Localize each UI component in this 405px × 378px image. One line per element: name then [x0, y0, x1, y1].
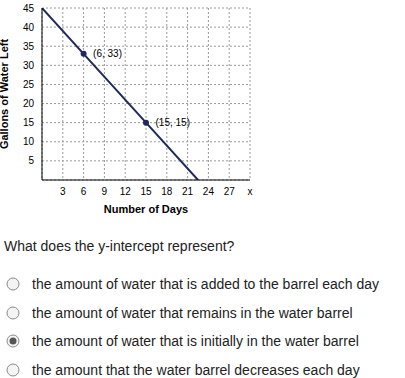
svg-text:9: 9 — [102, 186, 108, 197]
svg-text:25: 25 — [23, 79, 35, 90]
svg-text:15: 15 — [23, 117, 35, 128]
svg-text:45: 45 — [23, 3, 35, 14]
svg-text:(15, 15): (15, 15) — [156, 117, 190, 128]
html-text:the amount of water that is ad: the amount of water that is added to the… — [32, 276, 380, 292]
svg-text:21: 21 — [182, 186, 194, 197]
svg-text:5: 5 — [28, 155, 34, 166]
svg-text:18: 18 — [161, 186, 173, 197]
svg-text:Gallons of Water Left: Gallons of Water Left — [8, 39, 10, 150]
svg-text:x: x — [248, 186, 253, 197]
svg-text:30: 30 — [23, 60, 35, 71]
svg-text:3: 3 — [60, 186, 66, 197]
html-text:the amount of water that is in: the amount of water that is initially in… — [32, 333, 359, 349]
svg-text:6: 6 — [81, 186, 87, 197]
svg-text:24: 24 — [203, 186, 215, 197]
svg-text:20: 20 — [23, 98, 35, 109]
html-text:the amount that the water barr: the amount that the water barrel decreas… — [32, 361, 360, 378]
svg-text:40: 40 — [23, 22, 35, 33]
svg-text:(6, 33): (6, 33) — [93, 48, 122, 59]
svg-text:15: 15 — [140, 186, 152, 197]
html-text:the amount of water that remai: the amount of water that remains in the … — [32, 304, 353, 321]
svg-text:27: 27 — [224, 186, 236, 197]
svg-text:35: 35 — [23, 41, 35, 52]
svg-text:12: 12 — [120, 186, 132, 197]
html-text:What does the y-intercept repr: What does the y-intercept represent? — [4, 238, 235, 254]
svg-text:Number of Days: Number of Days — [104, 203, 188, 215]
svg-text:10: 10 — [23, 136, 35, 147]
